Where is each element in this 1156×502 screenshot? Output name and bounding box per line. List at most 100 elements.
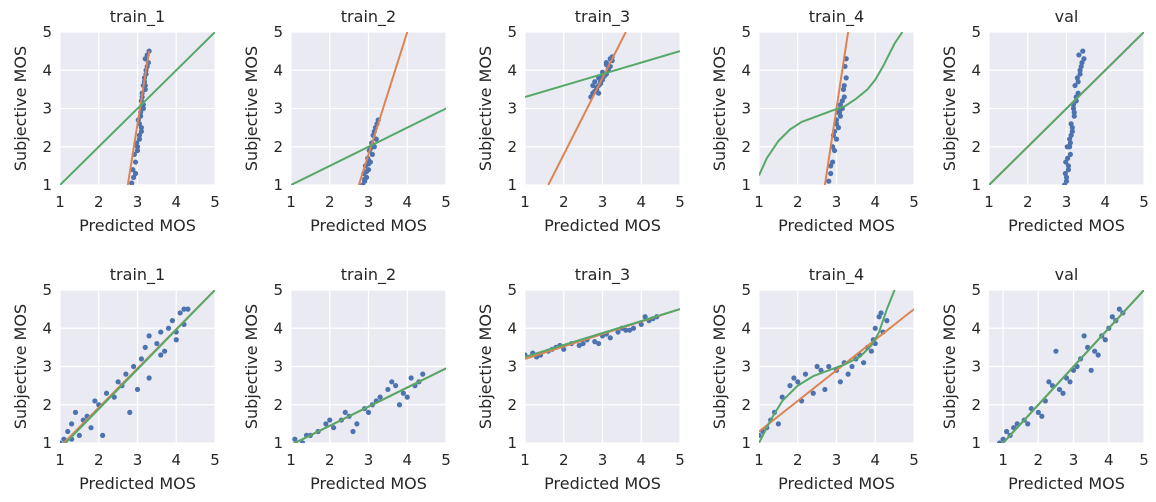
subplot-5: 1 2 3 4 5 1 2 3 4 5 val Predicted MOS Subjective MOS — [940, 7, 1149, 235]
y-tick-label: 4 — [273, 61, 283, 79]
data-point — [627, 327, 633, 333]
x-tick-label: 1 — [754, 451, 764, 469]
fit-line-green — [989, 32, 1144, 185]
data-point — [1081, 333, 1087, 339]
x-tick-label: 3 — [133, 451, 143, 469]
data-point — [136, 132, 143, 138]
fit-line-green — [759, 290, 896, 443]
y-tick-label: 4 — [741, 319, 751, 337]
data-point — [1065, 167, 1072, 173]
y-tick-label: 5 — [507, 281, 517, 299]
data-point — [88, 425, 94, 431]
x-tick-label: 3 — [598, 451, 608, 469]
data-point — [837, 379, 843, 385]
y-tick-label: 4 — [507, 61, 517, 79]
subplot-title: train_4 — [809, 265, 864, 285]
data-point — [60, 440, 63, 443]
data-point — [389, 379, 395, 385]
subplot-2: 1 2 3 4 5 1 2 3 4 5 train_2 Predicted MOS Subjective… — [242, 7, 451, 235]
data-point — [822, 386, 828, 393]
data-point — [1072, 82, 1078, 89]
data-point — [354, 421, 360, 427]
data-point — [884, 318, 890, 324]
fit-line-green — [1001, 290, 1144, 443]
x-tick-label: 3 — [832, 451, 842, 469]
x-tick-label: 3 — [133, 193, 143, 211]
x-tick-label: 1 — [286, 193, 296, 211]
subplot-title: train_3 — [575, 7, 630, 27]
data-point — [642, 314, 648, 320]
data-point — [839, 98, 845, 104]
subplot-8: 1 2 3 4 5 1 2 3 4 5 train_3 Predicted MOS Subjective… — [476, 265, 685, 493]
data-point — [138, 356, 144, 362]
x-axis-label: Predicted MOS — [310, 216, 427, 235]
subplot-title: val — [1055, 7, 1079, 26]
data-point — [76, 432, 82, 438]
data-point — [292, 436, 298, 442]
data-point — [173, 337, 179, 343]
x-tick-label: 1 — [998, 451, 1008, 469]
y-tick-label: 3 — [42, 358, 52, 376]
x-tick-label: 5 — [441, 451, 451, 469]
data-point — [1025, 421, 1031, 427]
x-axis-label: Predicted MOS — [79, 474, 196, 493]
data-point — [115, 379, 121, 385]
y-tick-label: 5 — [42, 23, 52, 41]
x-tick-label: 4 — [870, 193, 880, 211]
data-point — [136, 136, 143, 142]
y-tick-label: 3 — [507, 358, 517, 376]
x-tick-label: 2 — [1034, 451, 1044, 469]
y-tick-label: 2 — [273, 138, 283, 156]
y-tick-label: 3 — [42, 100, 52, 118]
data-point — [830, 159, 836, 165]
y-tick-label: 5 — [741, 23, 751, 41]
y-tick-label: 4 — [971, 61, 981, 79]
data-point — [1062, 170, 1068, 177]
y-tick-label: 3 — [971, 358, 981, 376]
data-point — [142, 344, 148, 350]
x-axis-label: Predicted MOS — [778, 216, 895, 235]
y-tick-label: 5 — [273, 281, 283, 299]
x-tick-label: 1 — [520, 193, 530, 211]
y-tick-label: 4 — [741, 61, 751, 79]
fit-line-green — [292, 367, 446, 443]
data-point — [1053, 348, 1059, 354]
data-point — [132, 170, 139, 177]
data-point — [127, 409, 133, 415]
x-tick-label: 1 — [55, 193, 65, 211]
data-point — [1039, 413, 1045, 419]
data-point — [69, 421, 75, 427]
data-point — [861, 360, 867, 366]
data-point — [1056, 386, 1063, 393]
data-point — [369, 151, 375, 157]
data-point — [592, 339, 598, 345]
data-point — [849, 363, 855, 370]
data-point — [759, 432, 762, 438]
y-tick-label: 2 — [971, 396, 981, 414]
data-point — [791, 375, 797, 381]
data-point — [1081, 56, 1087, 62]
y-tick-label: 1 — [42, 434, 52, 452]
fit-lines — [60, 32, 215, 185]
data-point — [1065, 163, 1072, 169]
data-point — [1076, 52, 1082, 58]
x-tick-label: 2 — [94, 193, 104, 211]
data-point — [177, 310, 183, 316]
x-tick-label: 5 — [441, 193, 451, 211]
data-point — [134, 147, 141, 154]
x-tick-label: 5 — [909, 451, 919, 469]
data-point — [365, 161, 372, 167]
data-point — [350, 428, 356, 435]
x-axis-label: Predicted MOS — [1008, 216, 1125, 235]
data-point — [362, 176, 368, 182]
data-point — [831, 147, 838, 154]
data-point — [775, 421, 781, 427]
x-tick-label: 4 — [1100, 193, 1110, 211]
data-point — [843, 75, 849, 81]
y-axis-label: Subjective MOS — [242, 46, 261, 171]
y-tick-label: 2 — [507, 138, 517, 156]
data-point — [138, 125, 144, 131]
data-point — [1065, 155, 1071, 161]
x-tick-label: 2 — [94, 451, 104, 469]
